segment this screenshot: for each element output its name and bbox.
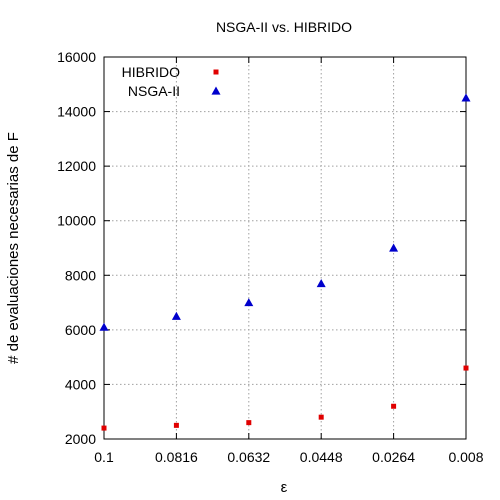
points-layer: [99, 93, 471, 431]
y-tick-label: 2000: [65, 431, 96, 447]
y-axis-label: # de evaluaciones necesarias de F: [5, 132, 22, 364]
nsga-ii-point: [316, 278, 326, 288]
x-tick-label: 0.0448: [300, 449, 343, 465]
legend-label-nsga-ii: NSGA-II: [128, 83, 180, 99]
hibrido-point: [391, 403, 397, 409]
nsga-ii-point: [99, 322, 109, 331]
hibrido-point: [101, 425, 107, 431]
nsga-ii-point: [244, 298, 254, 307]
x-tick-label: 0.1: [94, 449, 114, 465]
hibrido-point: [246, 420, 252, 426]
hibrido-point: [463, 365, 469, 371]
x-tick-label: 0.0816: [155, 449, 198, 465]
legend-marker-hibrido: [213, 69, 219, 75]
y-tick-label: 12000: [57, 158, 96, 174]
grid-layer: [104, 57, 466, 439]
legend-marker-nsga-ii: [211, 86, 221, 95]
nsga-ii-point: [461, 93, 471, 102]
nsga-ii-point: [389, 243, 399, 252]
hibrido-point: [173, 422, 179, 428]
x-tick-label: 0.0632: [227, 449, 270, 465]
y-tick-label: 16000: [57, 49, 96, 65]
ticks-layer: 2000 4000 6000 8000 10000 12000 14000 16000 0.1 0…: [57, 49, 484, 465]
x-axis-label: ε: [281, 479, 288, 496]
legend: HIBRIDO NSGA-II: [122, 64, 221, 99]
y-tick-label: 8000: [65, 267, 96, 283]
y-tick-label: 6000: [65, 322, 96, 338]
plot-frame: [103, 56, 467, 440]
y-tick-label: 14000: [57, 104, 96, 120]
chart-title: NSGA-II vs. HIBRIDO: [216, 19, 352, 35]
y-tick-label: 4000: [65, 376, 96, 392]
hibrido-point: [318, 414, 324, 420]
y-tick-label: 10000: [57, 213, 96, 229]
x-tick-label: 0.0264: [372, 449, 415, 465]
x-tick-label: 0.008: [448, 449, 483, 465]
legend-label-hibrido: HIBRIDO: [122, 64, 180, 80]
nsga-ii-point: [171, 311, 181, 320]
